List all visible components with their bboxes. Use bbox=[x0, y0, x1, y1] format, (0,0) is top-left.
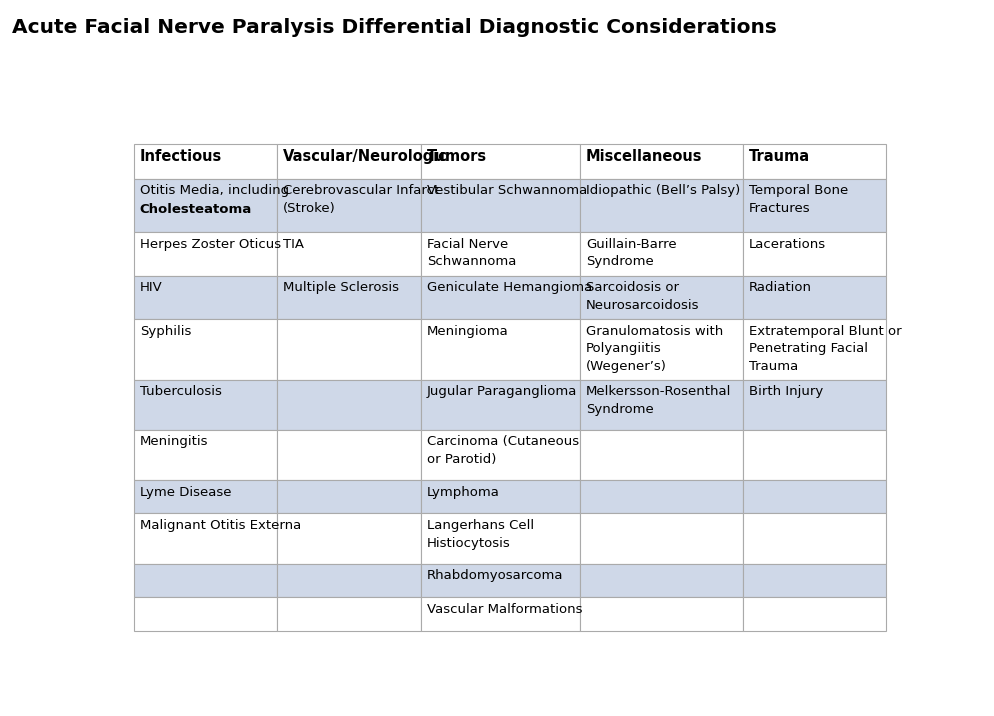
Bar bbox=[742, 179, 886, 233]
Bar bbox=[133, 233, 277, 276]
Text: Herpes Zoster Oticus: Herpes Zoster Oticus bbox=[139, 238, 280, 251]
Text: Vascular Malformations: Vascular Malformations bbox=[426, 603, 581, 616]
Bar bbox=[277, 430, 420, 480]
Bar bbox=[420, 597, 580, 631]
Text: Cerebrovascular Infarct
(Stroke): Cerebrovascular Infarct (Stroke) bbox=[283, 185, 439, 215]
Text: Meningitis: Meningitis bbox=[139, 435, 208, 448]
Bar bbox=[420, 179, 580, 233]
Text: Geniculate Hemangioma: Geniculate Hemangioma bbox=[426, 281, 591, 294]
Bar bbox=[133, 563, 277, 597]
Text: Malignant Otitis Externa: Malignant Otitis Externa bbox=[139, 519, 301, 532]
Bar bbox=[133, 513, 277, 563]
Text: Otitis Media, including: Otitis Media, including bbox=[139, 185, 288, 198]
Bar bbox=[580, 513, 742, 563]
Text: Carcinoma (Cutaneous
or Parotid): Carcinoma (Cutaneous or Parotid) bbox=[426, 435, 579, 466]
Bar bbox=[420, 563, 580, 597]
Bar bbox=[742, 276, 886, 319]
Bar bbox=[277, 513, 420, 563]
Bar bbox=[742, 480, 886, 513]
Bar bbox=[420, 480, 580, 513]
Bar bbox=[580, 597, 742, 631]
Bar bbox=[420, 144, 580, 179]
Bar bbox=[420, 379, 580, 430]
Bar bbox=[742, 233, 886, 276]
Bar bbox=[277, 480, 420, 513]
Bar bbox=[580, 233, 742, 276]
Text: Sarcoidosis or
Neurosarcoidosis: Sarcoidosis or Neurosarcoidosis bbox=[585, 281, 699, 312]
Bar bbox=[133, 276, 277, 319]
Text: TIA: TIA bbox=[283, 238, 304, 251]
Text: Acute Facial Nerve Paralysis Differential Diagnostic Considerations: Acute Facial Nerve Paralysis Differentia… bbox=[12, 18, 776, 37]
Bar bbox=[742, 597, 886, 631]
Bar bbox=[742, 319, 886, 379]
Text: Miscellaneous: Miscellaneous bbox=[585, 150, 702, 164]
Bar bbox=[133, 319, 277, 379]
Bar bbox=[420, 319, 580, 379]
Text: HIV: HIV bbox=[139, 281, 162, 294]
Text: Multiple Sclerosis: Multiple Sclerosis bbox=[283, 281, 399, 294]
Bar bbox=[277, 597, 420, 631]
Text: Lymphoma: Lymphoma bbox=[426, 485, 499, 498]
Bar bbox=[277, 379, 420, 430]
Text: Facial Nerve
Schwannoma: Facial Nerve Schwannoma bbox=[426, 238, 516, 268]
Bar bbox=[277, 276, 420, 319]
Bar bbox=[277, 179, 420, 233]
Text: Melkersson-Rosenthal
Syndrome: Melkersson-Rosenthal Syndrome bbox=[585, 385, 731, 416]
Text: Lacerations: Lacerations bbox=[748, 238, 825, 251]
Text: Birth Injury: Birth Injury bbox=[748, 385, 822, 398]
Text: Jugular Paraganglioma: Jugular Paraganglioma bbox=[426, 385, 577, 398]
Bar bbox=[277, 563, 420, 597]
Bar bbox=[580, 319, 742, 379]
Text: Guillain-Barre
Syndrome: Guillain-Barre Syndrome bbox=[585, 238, 676, 268]
Text: Infectious: Infectious bbox=[139, 150, 222, 164]
Text: Rhabdomyosarcoma: Rhabdomyosarcoma bbox=[426, 569, 563, 582]
Text: Cholesteatoma: Cholesteatoma bbox=[139, 203, 251, 216]
Bar bbox=[133, 597, 277, 631]
Bar bbox=[277, 233, 420, 276]
Bar bbox=[580, 179, 742, 233]
Bar bbox=[133, 179, 277, 233]
Bar bbox=[580, 379, 742, 430]
Text: Radiation: Radiation bbox=[748, 281, 811, 294]
Bar bbox=[133, 480, 277, 513]
Bar bbox=[277, 319, 420, 379]
Bar bbox=[420, 233, 580, 276]
Text: Trauma: Trauma bbox=[748, 150, 809, 164]
Bar bbox=[133, 430, 277, 480]
Text: Extratemporal Blunt or
Penetrating Facial
Trauma: Extratemporal Blunt or Penetrating Facia… bbox=[748, 325, 901, 373]
Bar bbox=[742, 513, 886, 563]
Text: Meningioma: Meningioma bbox=[426, 325, 508, 338]
Bar bbox=[420, 513, 580, 563]
Text: Idiopathic (Bell’s Palsy): Idiopathic (Bell’s Palsy) bbox=[585, 185, 740, 198]
Bar bbox=[580, 144, 742, 179]
Text: Syphilis: Syphilis bbox=[139, 325, 191, 338]
Bar bbox=[420, 430, 580, 480]
Bar bbox=[742, 563, 886, 597]
Text: Tuberculosis: Tuberculosis bbox=[139, 385, 222, 398]
Text: Temporal Bone
Fractures: Temporal Bone Fractures bbox=[748, 185, 847, 215]
Text: Vestibular Schwannoma: Vestibular Schwannoma bbox=[426, 185, 586, 198]
Bar bbox=[420, 276, 580, 319]
Bar bbox=[580, 276, 742, 319]
Text: Vascular/Neurologic: Vascular/Neurologic bbox=[283, 150, 447, 164]
Bar bbox=[580, 430, 742, 480]
Text: Tumors: Tumors bbox=[426, 150, 486, 164]
Text: Lyme Disease: Lyme Disease bbox=[139, 485, 231, 498]
Bar bbox=[133, 144, 277, 179]
Bar bbox=[742, 430, 886, 480]
Bar bbox=[742, 144, 886, 179]
Text: Granulomatosis with
Polyangiitis
(Wegener’s): Granulomatosis with Polyangiitis (Wegene… bbox=[585, 325, 723, 373]
Text: Langerhans Cell
Histiocytosis: Langerhans Cell Histiocytosis bbox=[426, 519, 534, 549]
Bar bbox=[742, 379, 886, 430]
Bar bbox=[580, 480, 742, 513]
Bar bbox=[580, 563, 742, 597]
Bar bbox=[277, 144, 420, 179]
Bar bbox=[133, 379, 277, 430]
